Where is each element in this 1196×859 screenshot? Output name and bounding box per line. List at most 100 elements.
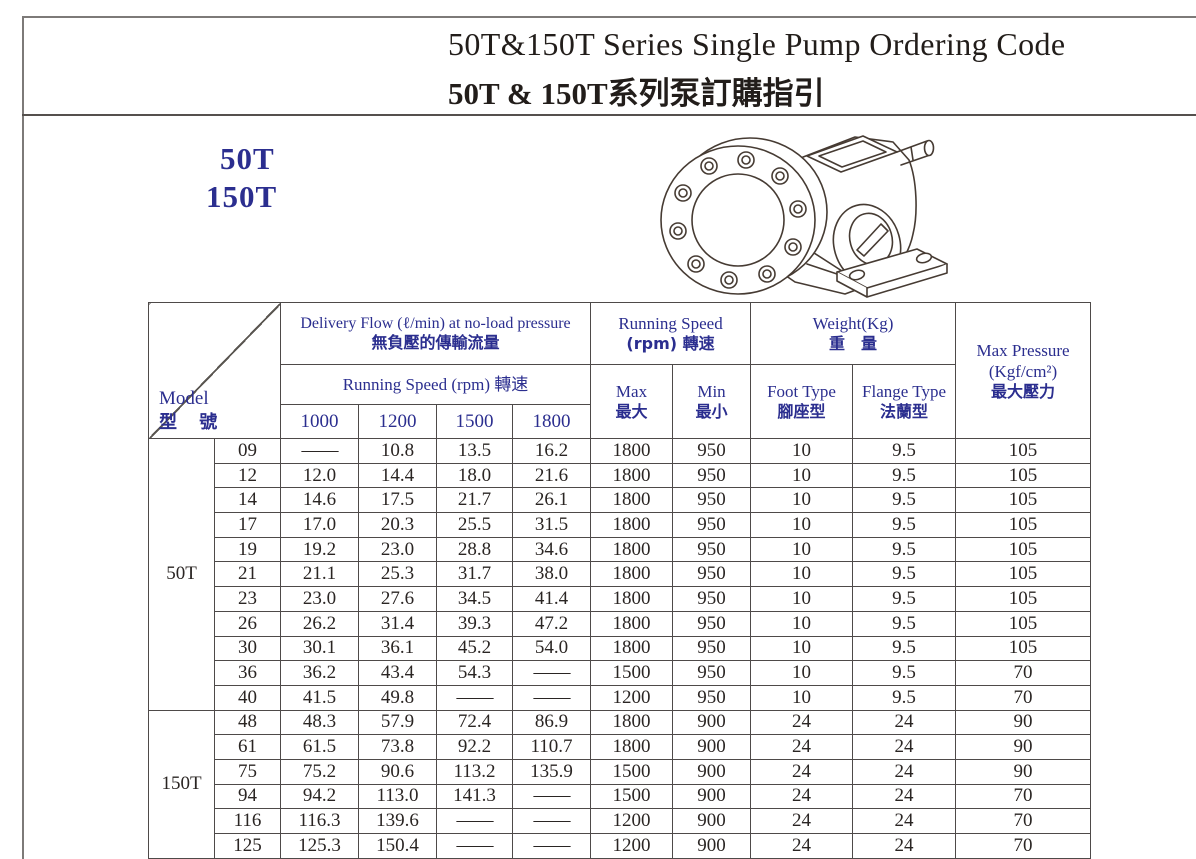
model-number-cell: 30 (214, 635, 281, 662)
value-cell: 9.5 (852, 536, 957, 563)
value-cell: 116.3 (280, 808, 359, 834)
value-cell: 9.5 (852, 561, 957, 588)
model-number-cell: 09 (214, 438, 281, 464)
value-cell: —— (511, 833, 592, 859)
value-cell: 1200 (590, 684, 674, 711)
value-cell: 135.9 (511, 758, 592, 785)
value-cell: 23.0 (358, 536, 437, 563)
value-cell: —— (436, 684, 513, 711)
value-cell: 24 (750, 758, 854, 785)
value-cell: 86.9 (511, 709, 592, 736)
header-running-speed-zh: (rpm) 轉速 (626, 334, 715, 353)
value-cell: 90 (955, 709, 1092, 736)
value-cell: 1500 (590, 783, 674, 810)
header-weight-en: Weight(Kg) (812, 314, 894, 333)
model-number-cell: 48 (214, 709, 281, 736)
value-cell: 900 (672, 833, 752, 859)
value-cell: 39.3 (436, 610, 513, 637)
page-title-english: 50T&150T Series Single Pump Ordering Cod… (448, 26, 1066, 62)
value-cell: 10 (750, 561, 854, 588)
header-model-en: Model (159, 388, 209, 409)
header-delivery-flow: Delivery Flow (ℓ/min) at no-load pressur… (279, 302, 592, 365)
value-cell: 105 (955, 536, 1092, 563)
header-speed-1200: 1200 (358, 404, 437, 439)
header-max-zh: 最大 (615, 402, 648, 421)
value-cell: 1800 (590, 512, 674, 538)
header-weight: Weight(Kg) 重 量 (750, 302, 957, 365)
value-cell: 26.1 (511, 487, 592, 514)
value-cell: 105 (955, 586, 1092, 612)
table-row: 30 30.1 36.1 45.2 54.0 1800 950 10 9.5 105 (149, 635, 1092, 662)
value-cell: 72.4 (436, 709, 513, 736)
value-cell: 1800 (590, 610, 674, 637)
model-number-cell: 125 (214, 833, 281, 859)
value-cell: 950 (672, 536, 752, 563)
value-cell: 10 (750, 487, 854, 514)
value-cell: —— (280, 438, 359, 464)
value-cell: 950 (672, 684, 752, 711)
value-cell: 950 (672, 586, 752, 612)
header-flow-speed: Running Speed (rpm) 轉速 (279, 364, 592, 405)
value-cell: 950 (672, 561, 752, 588)
value-cell: 14.6 (280, 487, 359, 514)
value-cell: 47.2 (511, 610, 592, 637)
table-row: 12 12.0 14.4 18.0 21.6 1800 950 10 9.5 105 (149, 462, 1092, 489)
header-row-3: 1000 1200 1500 1800 (149, 404, 1091, 439)
value-cell: 950 (672, 660, 752, 686)
value-cell: 70 (955, 783, 1092, 810)
table-row: 94 94.2 113.0 141.3 —— 1500 900 24 24 70 (149, 783, 1092, 810)
value-cell: —— (511, 808, 592, 834)
value-cell: 1800 (590, 709, 674, 736)
series-label-150t: 150T (206, 179, 278, 214)
table-row: 36 36.2 43.4 54.3 —— 1500 950 10 9.5 70 (149, 660, 1092, 686)
value-cell: 1800 (590, 586, 674, 612)
model-number-cell: 36 (214, 660, 281, 686)
header-flange-type-en: Flange Type (862, 382, 947, 401)
header-flange-type-zh: 法蘭型 (880, 402, 929, 421)
table-body: 50T 09 —— 10.8 13.5 16.2 1800 950 10 9.5 105 12 12.0… (148, 438, 1092, 859)
header-running-speed-en: Running Speed (618, 314, 723, 333)
value-cell: 92.2 (436, 734, 513, 760)
value-cell: 20.3 (358, 512, 437, 538)
table-row: 14 14.6 17.5 21.7 26.1 1800 950 10 9.5 105 (149, 487, 1092, 514)
value-cell: 70 (955, 833, 1092, 859)
value-cell: 14.4 (358, 462, 437, 489)
value-cell: 38.0 (511, 561, 592, 588)
table-row: 21 21.1 25.3 31.7 38.0 1800 950 10 9.5 105 (149, 561, 1092, 588)
value-cell: 94.2 (280, 783, 359, 810)
table-row: 26 26.2 31.4 39.3 47.2 1800 950 10 9.5 105 (149, 610, 1092, 637)
table-row: 61 61.5 73.8 92.2 110.7 1800 900 24 24 90 (149, 734, 1092, 760)
value-cell: 1500 (590, 758, 674, 785)
value-cell: 9.5 (852, 487, 957, 514)
table-row: 75 75.2 90.6 113.2 135.9 1500 900 24 24 90 (149, 758, 1092, 785)
header-foot-type-en: Foot Type (767, 382, 836, 401)
value-cell: 45.2 (436, 635, 513, 662)
value-cell: 105 (955, 487, 1092, 514)
header-speed-1000: 1000 (280, 404, 359, 439)
table-row: 40 41.5 49.8 —— —— 1200 950 10 9.5 70 (149, 684, 1092, 711)
spec-table: Model 型 號 Delivery Flow (ℓ/min) at no-lo… (148, 302, 1092, 859)
value-cell: 1200 (590, 808, 674, 834)
value-cell: 105 (955, 438, 1092, 464)
value-cell: 1800 (590, 734, 674, 760)
value-cell: —— (436, 833, 513, 859)
value-cell: 28.8 (436, 536, 513, 563)
value-cell: 950 (672, 438, 752, 464)
page-title: 50T&150T Series Single Pump Ordering Cod… (448, 26, 1066, 113)
value-cell: —— (511, 660, 592, 686)
model-number-cell: 23 (214, 586, 281, 612)
header-max-en: Max (615, 382, 648, 401)
pump-illustration (645, 122, 950, 302)
table-row: 50T 09 —— 10.8 13.5 16.2 1800 950 10 9.5 105 (148, 438, 1092, 711)
value-cell: 900 (672, 758, 752, 785)
value-cell: 10 (750, 536, 854, 563)
header-speed-1800: 1800 (511, 404, 592, 439)
value-cell: 24 (852, 783, 957, 810)
value-cell: 105 (955, 561, 1092, 588)
value-cell: 34.6 (511, 536, 592, 563)
value-cell: —— (511, 684, 592, 711)
value-cell: 950 (672, 512, 752, 538)
header-flange-type: Flange Type 法蘭型 (852, 364, 957, 439)
value-cell: 70 (955, 660, 1092, 686)
value-cell: 1800 (590, 462, 674, 489)
